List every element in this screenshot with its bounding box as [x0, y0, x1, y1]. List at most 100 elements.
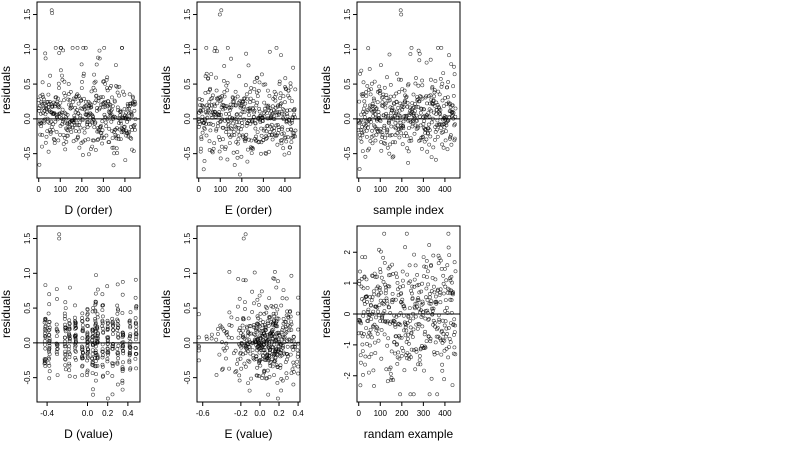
data-point: [384, 95, 389, 100]
data-point: [254, 76, 259, 81]
data-point: [274, 92, 279, 97]
data-point: [453, 106, 458, 111]
data-point: [258, 318, 263, 323]
data-point: [73, 326, 77, 331]
data-point: [254, 373, 259, 378]
data-point: [407, 306, 412, 311]
data-point: [445, 311, 450, 315]
data-point: [225, 80, 230, 85]
data-point: [225, 157, 230, 162]
data-point: [255, 75, 260, 80]
data-point: [43, 51, 48, 56]
data-point: [367, 146, 372, 151]
data-point: [127, 360, 132, 365]
data-point: [420, 324, 425, 329]
data-point: [290, 130, 295, 135]
y-tick-label: 0.0: [23, 337, 32, 349]
data-point: [412, 284, 417, 289]
data-point: [379, 328, 384, 332]
data-point: [443, 138, 448, 143]
data-point: [450, 383, 455, 388]
data-point: [289, 127, 294, 132]
x-tick-label: 100: [374, 409, 388, 418]
data-point: [367, 67, 372, 71]
data-point: [216, 95, 221, 100]
data-point: [54, 328, 59, 333]
data-point: [388, 365, 393, 370]
x-tick-label: 0: [36, 185, 41, 194]
data-point: [414, 304, 419, 309]
data-point: [242, 300, 247, 305]
data-point: [48, 73, 53, 78]
data-point: [227, 310, 232, 315]
data-point: [128, 324, 133, 329]
data-point: [265, 354, 270, 359]
data-point: [100, 308, 105, 313]
data-point: [93, 350, 98, 355]
data-point: [426, 282, 431, 287]
data-point: [256, 343, 261, 348]
data-point: [413, 301, 418, 306]
data-point: [246, 137, 251, 142]
data-point: [425, 308, 430, 313]
data-point: [451, 290, 456, 295]
data-point: [107, 140, 112, 145]
y-tick-label: 2: [343, 249, 352, 254]
data-point: [426, 111, 431, 116]
data-point: [96, 98, 101, 103]
data-point: [73, 322, 78, 327]
data-point: [127, 318, 132, 323]
data-point: [67, 318, 72, 323]
data-point: [237, 378, 242, 383]
y-tick-label: 1.5: [23, 8, 32, 20]
data-point: [235, 112, 240, 117]
data-point: [122, 92, 127, 97]
data-point: [273, 323, 278, 328]
data-point: [427, 128, 432, 133]
data-point: [224, 329, 229, 334]
data-point: [227, 366, 232, 371]
data-point: [378, 63, 383, 68]
data-point: [368, 295, 373, 299]
data-point: [286, 314, 291, 319]
data-point: [217, 12, 222, 17]
data-point: [215, 49, 219, 54]
data-point: [361, 80, 366, 85]
data-point: [370, 273, 375, 278]
data-point: [420, 83, 425, 88]
data-point: [89, 105, 94, 110]
data-point: [372, 292, 377, 297]
data-point: [410, 335, 415, 339]
data-point: [80, 373, 85, 378]
data-point: [369, 317, 374, 322]
data-point: [121, 367, 126, 372]
data-point: [85, 333, 90, 338]
data-point: [128, 339, 133, 344]
data-point: [47, 83, 51, 88]
data-point: [402, 88, 407, 93]
data-point: [445, 290, 450, 295]
data-point: [62, 135, 67, 140]
data-point: [360, 342, 365, 347]
data-point: [134, 366, 139, 371]
data-point: [43, 140, 48, 145]
data-point: [51, 136, 56, 141]
data-point: [46, 361, 51, 366]
data-point: [277, 110, 282, 114]
data-point: [261, 338, 266, 343]
data-point: [107, 126, 111, 131]
data-point: [357, 278, 362, 283]
data-point: [40, 80, 45, 85]
data-point: [440, 98, 445, 103]
data-point: [381, 302, 386, 307]
data-point: [289, 140, 294, 145]
data-point: [240, 334, 245, 339]
data-point: [214, 75, 218, 80]
data-point: [430, 85, 435, 89]
data-point: [388, 83, 393, 87]
data-point: [196, 348, 201, 353]
data-point: [245, 147, 250, 152]
data-point: [42, 339, 47, 344]
data-point: [232, 96, 237, 101]
